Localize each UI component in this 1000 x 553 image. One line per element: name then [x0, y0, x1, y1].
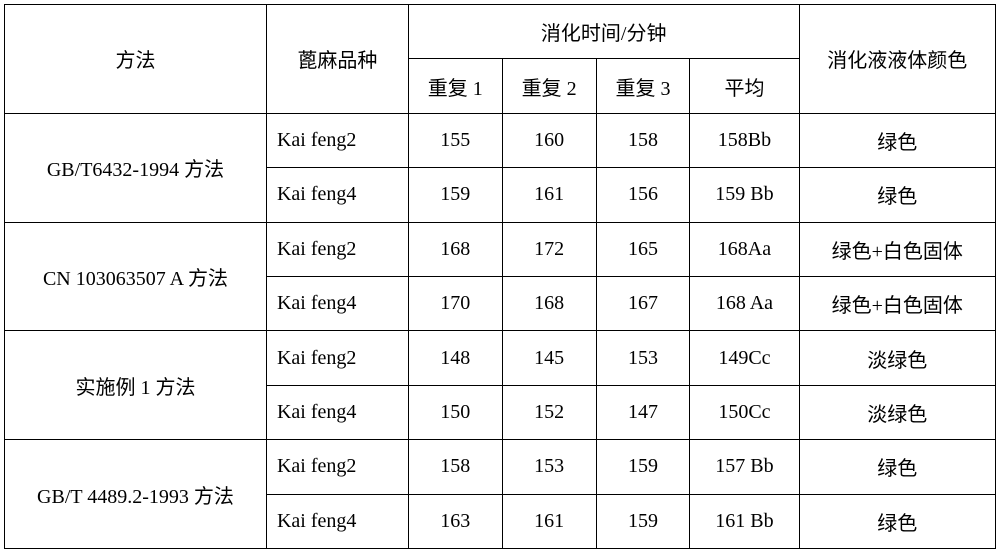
- header-row-1: 方法 蓖麻品种 消化时间/分钟 消化液液体颜色: [5, 5, 996, 59]
- cell-variety: Kai feng2: [266, 331, 408, 385]
- cell-r1: 155: [408, 113, 502, 167]
- cell-r1: 150: [408, 385, 502, 439]
- cell-r3: 158: [596, 113, 690, 167]
- col-rep3: 重复 3: [596, 59, 690, 113]
- cell-r3: 159: [596, 440, 690, 494]
- cell-avg: 168Aa: [690, 222, 799, 276]
- cell-r2: 172: [502, 222, 596, 276]
- cell-method: CN 103063507 A 方法: [5, 222, 267, 331]
- cell-r2: 161: [502, 168, 596, 222]
- cell-color: 淡绿色: [799, 385, 995, 439]
- table-row: GB/T6432-1994 方法 Kai feng2 155 160 158 1…: [5, 113, 996, 167]
- cell-r1: 148: [408, 331, 502, 385]
- col-color: 消化液液体颜色: [799, 5, 995, 114]
- cell-variety: Kai feng4: [266, 168, 408, 222]
- col-rep1: 重复 1: [408, 59, 502, 113]
- col-rep2: 重复 2: [502, 59, 596, 113]
- cell-color: 绿色: [799, 113, 995, 167]
- cell-avg: 161 Bb: [690, 494, 799, 548]
- cell-variety: Kai feng4: [266, 385, 408, 439]
- cell-r3: 165: [596, 222, 690, 276]
- cell-variety: Kai feng4: [266, 494, 408, 548]
- cell-r1: 158: [408, 440, 502, 494]
- cell-r2: 153: [502, 440, 596, 494]
- table-row: 实施例 1 方法 Kai feng2 148 145 153 149Cc 淡绿色: [5, 331, 996, 385]
- cell-method: GB/T6432-1994 方法: [5, 113, 267, 222]
- cell-color: 淡绿色: [799, 331, 995, 385]
- cell-color: 绿色+白色固体: [799, 222, 995, 276]
- cell-r3: 156: [596, 168, 690, 222]
- cell-color: 绿色: [799, 494, 995, 548]
- cell-r2: 168: [502, 276, 596, 330]
- cell-r3: 153: [596, 331, 690, 385]
- cell-avg: 150Cc: [690, 385, 799, 439]
- col-method: 方法: [5, 5, 267, 114]
- cell-avg: 157 Bb: [690, 440, 799, 494]
- table-row: GB/T 4489.2-1993 方法 Kai feng2 158 153 15…: [5, 440, 996, 494]
- cell-avg: 159 Bb: [690, 168, 799, 222]
- cell-method: 实施例 1 方法: [5, 331, 267, 440]
- cell-variety: Kai feng2: [266, 440, 408, 494]
- cell-r3: 147: [596, 385, 690, 439]
- col-avg: 平均: [690, 59, 799, 113]
- col-digest-time: 消化时间/分钟: [408, 5, 799, 59]
- cell-r3: 159: [596, 494, 690, 548]
- cell-r3: 167: [596, 276, 690, 330]
- cell-r1: 159: [408, 168, 502, 222]
- cell-variety: Kai feng4: [266, 276, 408, 330]
- cell-method: GB/T 4489.2-1993 方法: [5, 440, 267, 549]
- cell-variety: Kai feng2: [266, 113, 408, 167]
- cell-r2: 161: [502, 494, 596, 548]
- cell-r1: 170: [408, 276, 502, 330]
- cell-avg: 149Cc: [690, 331, 799, 385]
- cell-r2: 160: [502, 113, 596, 167]
- cell-avg: 158Bb: [690, 113, 799, 167]
- cell-r2: 145: [502, 331, 596, 385]
- cell-variety: Kai feng2: [266, 222, 408, 276]
- cell-avg: 168 Aa: [690, 276, 799, 330]
- digestion-table: 方法 蓖麻品种 消化时间/分钟 消化液液体颜色 重复 1 重复 2 重复 3 平…: [4, 4, 996, 549]
- cell-color: 绿色+白色固体: [799, 276, 995, 330]
- col-variety: 蓖麻品种: [266, 5, 408, 114]
- cell-color: 绿色: [799, 440, 995, 494]
- cell-r1: 168: [408, 222, 502, 276]
- cell-color: 绿色: [799, 168, 995, 222]
- cell-r2: 152: [502, 385, 596, 439]
- cell-r1: 163: [408, 494, 502, 548]
- table-row: CN 103063507 A 方法 Kai feng2 168 172 165 …: [5, 222, 996, 276]
